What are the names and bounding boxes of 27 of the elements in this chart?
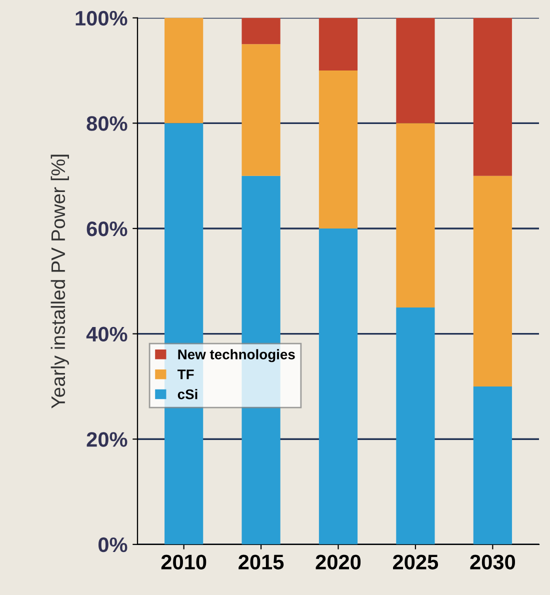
y-axis-title: Yearly installed PV Power [%] <box>50 154 69 408</box>
y-tick-label: 100% <box>76 10 128 26</box>
x-tick-label: 2015 <box>238 554 284 570</box>
legend-label: cSi <box>178 389 198 400</box>
bar <box>473 18 512 176</box>
y-tick-label: 20% <box>86 432 128 447</box>
bar <box>318 228 358 544</box>
bar <box>318 18 358 71</box>
y-tick-label: 0% <box>98 537 128 552</box>
bar <box>473 386 512 544</box>
x-tick-label: 2030 <box>470 554 515 570</box>
legend-label: New technologies <box>178 349 295 362</box>
x-tick-label: 2025 <box>393 554 438 570</box>
bar <box>396 123 435 308</box>
legend-label: TF <box>177 370 194 380</box>
x-tick-label: 2020 <box>316 554 361 570</box>
y-tick-label: 80% <box>86 116 128 131</box>
y-tick-label: 40% <box>86 326 128 342</box>
y-tick-label: 60% <box>86 221 128 236</box>
bar <box>396 307 435 544</box>
bar <box>318 70 358 228</box>
bar <box>164 18 204 124</box>
bar <box>242 44 280 176</box>
bar <box>473 176 512 386</box>
bar <box>242 18 280 44</box>
x-tick-label: 2010 <box>161 554 206 570</box>
bar <box>396 18 435 124</box>
